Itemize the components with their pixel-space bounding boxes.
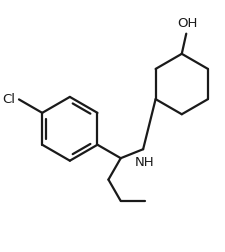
Text: Cl: Cl (3, 93, 16, 106)
Text: NH: NH (134, 156, 154, 170)
Text: OH: OH (177, 17, 198, 30)
